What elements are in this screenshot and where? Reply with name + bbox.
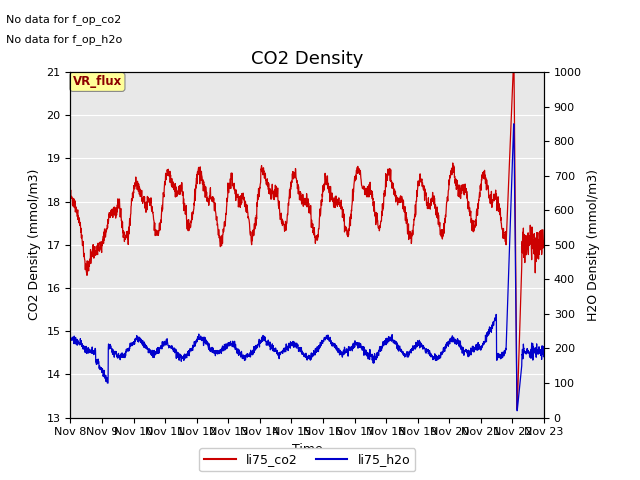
li75_co2	[527, 231, 534, 237]
Text: No data for f_op_co2: No data for f_op_co2	[6, 14, 122, 25]
Title: CO2 Density: CO2 Density	[251, 49, 364, 68]
Legend: li75_co2, li75_h2o: li75_co2, li75_h2o	[200, 448, 415, 471]
li75_co2	[510, 56, 518, 62]
li75_co2	[297, 190, 305, 196]
Text: No data for f_op_h2o: No data for f_op_h2o	[6, 34, 123, 45]
Line: li75_h2o: li75_h2o	[70, 124, 544, 411]
li75_h2o	[297, 347, 305, 352]
li75_co2	[527, 240, 534, 245]
li75_h2o	[510, 121, 518, 127]
li75_h2o	[284, 348, 292, 353]
li75_h2o	[527, 348, 534, 353]
li75_h2o	[91, 349, 99, 355]
li75_co2	[540, 227, 548, 233]
li75_co2	[284, 203, 292, 208]
Y-axis label: CO2 Density (mmol/m3): CO2 Density (mmol/m3)	[28, 169, 41, 321]
li75_co2	[513, 406, 521, 412]
li75_h2o	[513, 408, 521, 414]
X-axis label: Time: Time	[292, 443, 323, 456]
li75_h2o	[67, 338, 74, 344]
Text: VR_flux: VR_flux	[73, 75, 122, 88]
li75_h2o	[527, 348, 534, 354]
li75_co2	[91, 246, 99, 252]
li75_h2o	[540, 345, 548, 350]
li75_co2	[440, 233, 447, 239]
Y-axis label: H2O Density (mmol/m3): H2O Density (mmol/m3)	[588, 169, 600, 321]
Line: li75_co2: li75_co2	[70, 59, 544, 409]
li75_co2	[67, 192, 74, 197]
li75_h2o	[440, 346, 447, 351]
